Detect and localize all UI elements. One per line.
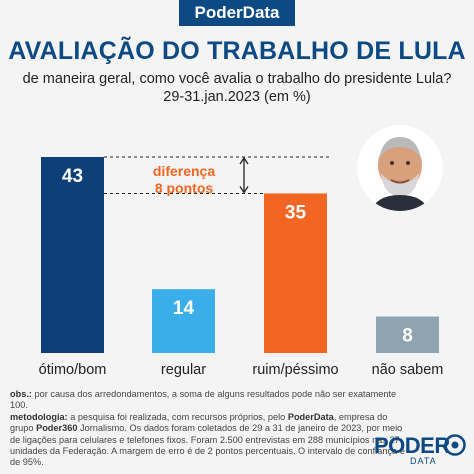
category-label-0: ótimo/bom [39, 362, 107, 378]
president-portrait [357, 125, 443, 211]
methodology-label: metodologia: [10, 411, 68, 422]
subtitle-question: de maneira geral, como você avalia o tra… [22, 71, 452, 87]
bar-chart: 43 ótimo/bom 14 regular 35 ruim/péssimo 8 não s… [39, 156, 444, 378]
category-label-2: ruim/péssimo [252, 362, 338, 378]
chart-subtitle: de maneira geral, como você avalia o tra… [0, 70, 474, 106]
bar-value-label-0: 43 [62, 166, 83, 187]
logo-mark-icon [444, 434, 466, 456]
difference-arrow-down-head [239, 186, 249, 194]
poderdata-logo: PODER DATA [374, 433, 466, 467]
bar-value-label-2: 35 [285, 202, 307, 223]
subtitle-date: 29-31.jan.2023 (em %) [163, 89, 311, 105]
footnotes: obs.: por causa dos arredondamentos, a s… [10, 389, 410, 469]
methodology-text-3: Jornalismo. Os dados foram coletados de … [10, 423, 405, 468]
methodology-bold-1: PoderData [287, 411, 334, 422]
annotation-line-2: 8 pontos [155, 180, 214, 196]
chart-title: AVALIAÇÃO DO TRABALHO DE LULA [8, 37, 466, 65]
bar-0 [41, 157, 104, 353]
annotation-line-1: diferença [153, 163, 215, 179]
category-label-3: não sabem [372, 362, 444, 378]
bar-1 [152, 289, 215, 353]
bar-3 [376, 316, 439, 353]
difference-arrow-up-head [239, 156, 249, 165]
methodology-bold-2: Poder360 [36, 423, 78, 434]
logo-word: PODER [374, 433, 450, 458]
category-label-1: regular [161, 362, 206, 378]
bar-value-label-3: 8 [402, 326, 413, 347]
methodology-text-2: , empresa do grupo [10, 411, 388, 434]
methodology-text-1: a pesquisa foi realizada, com recursos p… [70, 411, 286, 422]
bar-2 [264, 193, 327, 353]
obs-label: obs.: [10, 389, 32, 399]
bar-value-label-1: 14 [173, 298, 195, 319]
logo-sub: DATA [410, 456, 437, 466]
obs-text: por causa dos arredondamentos, a soma de… [10, 389, 397, 411]
brand-badge: PoderData [179, 0, 295, 26]
